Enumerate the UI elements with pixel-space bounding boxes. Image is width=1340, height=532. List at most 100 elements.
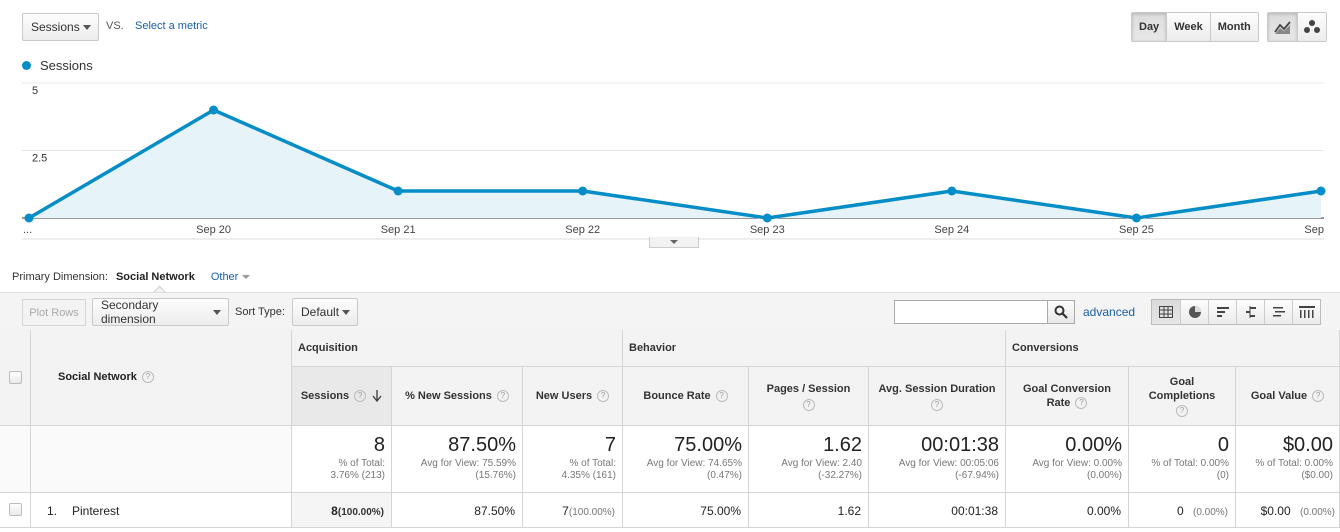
period-month-button[interactable]: Month — [1209, 13, 1258, 41]
total-new-sessions-sub2: (15.76%) — [475, 470, 516, 481]
other-label: Other — [210, 271, 239, 283]
row-goal-completions: 0 (0.00%) — [1129, 493, 1236, 528]
total-goal-conv-rate-value: 0.00% — [1065, 434, 1122, 456]
comparison-view-icon[interactable] — [1236, 300, 1264, 324]
chevron-down-icon — [342, 310, 350, 315]
col-new-sessions[interactable]: % New Sessions? — [392, 367, 523, 426]
sessions-line-chart: 5 2.5... Sep 20 Sep 21 Sep 22 Sep 23 Sep 24 Sep… — [22, 82, 1326, 240]
performance-view-icon[interactable] — [1208, 300, 1236, 324]
total-sessions: 8 % of Total: 3.76% (213) — [292, 426, 392, 493]
row-dimension-link[interactable]: Pinterest — [72, 504, 120, 518]
totals-label-cell — [31, 426, 292, 493]
plot-rows-button[interactable]: Plot Rows — [22, 299, 86, 326]
total-new-users: 7 % of Total: 4.35% (161) — [523, 426, 623, 493]
pie-view-icon[interactable] — [1180, 300, 1208, 324]
motion-chart-icon[interactable] — [1297, 13, 1326, 41]
total-new-users-sub1: % of Total: — [569, 458, 616, 469]
data-point — [24, 213, 34, 223]
col-avg-duration[interactable]: Avg. Session Duration? — [869, 367, 1006, 426]
help-icon[interactable]: ? — [802, 398, 815, 411]
metric-select[interactable]: Sessions — [22, 13, 99, 41]
help-icon[interactable]: ? — [496, 390, 509, 402]
col-bounce-rate[interactable]: Bounce Rate? — [623, 367, 749, 426]
total-new-sessions: 87.50% Avg for View: 75.59% (15.76%) — [392, 426, 523, 493]
row-sessions-pct: (100.00%) — [337, 507, 384, 518]
x-tick-label: Sep 22 — [565, 224, 600, 236]
group-behavior: Behavior — [623, 330, 1006, 367]
pivot-view-icon[interactable] — [1292, 300, 1320, 324]
period-week-button[interactable]: Week — [1166, 13, 1210, 41]
total-sessions-sub2: 3.76% (213) — [330, 470, 385, 481]
row-sessions-value: 8 — [331, 504, 338, 518]
search-button[interactable] — [1047, 300, 1075, 324]
total-bounce-rate: 75.00% Avg for View: 74.65% (0.47%) — [623, 426, 749, 493]
select-metric-link[interactable]: Select a metric — [135, 20, 208, 32]
data-point — [947, 186, 957, 196]
table-row — [0, 493, 31, 528]
line-chart-icon[interactable] — [1268, 13, 1297, 41]
help-icon[interactable]: ? — [715, 390, 728, 402]
term-cloud-view-icon[interactable] — [1264, 300, 1292, 324]
row-goal-value: $0.00 (0.00%) — [1236, 493, 1340, 528]
total-bounce-rate-value: 75.00% — [674, 434, 742, 456]
search-icon — [1054, 305, 1068, 319]
row-dimension-cell: 1. Pinterest — [31, 493, 292, 528]
col-pages-session-label: Pages / Session — [766, 382, 851, 395]
help-icon[interactable]: ? — [1312, 390, 1325, 402]
col-pages-session[interactable]: Pages / Session? — [749, 367, 869, 426]
row-goal-value-value: $0.00 — [1260, 504, 1291, 518]
total-goal-completions-sub1: % of Total: 0.00% — [1151, 458, 1229, 469]
x-tick-label: ... — [23, 224, 32, 236]
totals-checkbox-cell — [0, 426, 31, 493]
col-new-users[interactable]: New Users? — [523, 367, 623, 426]
table-view-icon[interactable] — [1152, 300, 1180, 324]
dimension-header[interactable]: Social Network? — [31, 330, 292, 426]
row-new-users: 7(100.00%) — [523, 493, 623, 528]
y-tick-label: 5 — [32, 85, 38, 97]
col-sessions-label: Sessions — [300, 390, 350, 402]
total-goal-value-value: $0.00 — [1282, 434, 1333, 456]
y-tick-label: 2.5 — [32, 153, 47, 165]
col-goal-completions-label: Goal Completions — [1148, 376, 1216, 402]
help-icon[interactable]: ? — [931, 398, 943, 411]
col-goal-value-label: Goal Value — [1250, 390, 1308, 402]
help-icon[interactable]: ? — [1176, 405, 1188, 417]
sort-type-select[interactable]: Default — [292, 298, 358, 326]
total-avg-duration-sub2: (-67.94%) — [955, 470, 999, 481]
row-goal-conv-rate: 0.00% — [1006, 493, 1129, 528]
col-goal-completions[interactable]: Goal Completions? — [1129, 367, 1236, 426]
primary-dimension-other[interactable]: Other — [211, 271, 251, 283]
series-area — [29, 110, 1321, 218]
table-search-input[interactable] — [894, 300, 1048, 324]
period-day-button[interactable]: Day — [1132, 13, 1167, 41]
col-sessions[interactable]: Sessions? — [292, 367, 392, 426]
help-icon[interactable]: ? — [1075, 397, 1088, 410]
data-point — [393, 186, 403, 196]
total-pages-session: 1.62 Avg for View: 2.40 (-32.27%) — [749, 426, 869, 493]
x-tick-label: Sep 21 — [381, 224, 416, 236]
col-goal-conv-rate[interactable]: Goal Conversion Rate? — [1006, 367, 1129, 426]
advanced-filter-link[interactable]: advanced — [1083, 305, 1136, 319]
chevron-down-icon — [213, 310, 221, 315]
sort-type-value: Default — [301, 305, 340, 319]
select-all-checkbox[interactable] — [9, 371, 22, 384]
row-new-users-pct: (100.00%) — [568, 507, 615, 518]
total-sessions-sub1: % of Total: — [338, 458, 385, 469]
chevron-down-icon — [242, 275, 251, 280]
help-icon[interactable]: ? — [597, 390, 610, 402]
legend-dot-icon — [22, 61, 31, 70]
data-table: Social Network? Acquisition Behavior Con… — [0, 330, 1340, 532]
data-point — [578, 186, 588, 196]
row-checkbox[interactable] — [9, 503, 22, 516]
secondary-dimension-select[interactable]: Secondary dimension — [92, 298, 229, 326]
total-goal-completions: 0 % of Total: 0.00% (0) — [1129, 426, 1236, 493]
primary-dimension-current: Social Network — [115, 271, 195, 283]
chart-collapse-toggle[interactable] — [649, 237, 699, 248]
row-index: 1. — [47, 504, 58, 518]
chart-type-toggle — [1267, 12, 1327, 42]
sort-type-label: Sort Type: — [235, 306, 285, 318]
col-goal-value[interactable]: Goal Value? — [1236, 367, 1340, 426]
help-icon[interactable]: ? — [354, 390, 367, 402]
help-icon[interactable]: ? — [141, 371, 154, 384]
total-bounce-rate-sub1: Avg for View: 74.65% — [646, 458, 742, 469]
